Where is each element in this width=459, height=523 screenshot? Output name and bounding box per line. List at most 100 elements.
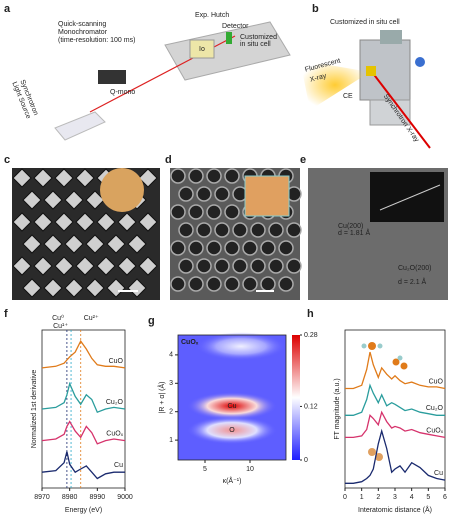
series-line xyxy=(41,381,126,414)
series-label: Cu₂O xyxy=(426,405,444,412)
text: Customized in situ cell xyxy=(330,19,400,26)
text: X-ray xyxy=(309,72,327,83)
x-tick-label: 8990 xyxy=(90,494,106,501)
nanocube xyxy=(138,256,158,276)
x-tick-label: 6 xyxy=(443,494,447,501)
text: Exp. Hutch xyxy=(195,12,229,19)
nanocube xyxy=(106,234,126,254)
nanocube xyxy=(54,168,74,188)
text: Cu(200) xyxy=(338,223,363,230)
y-tick-label: 2 xyxy=(169,409,173,416)
nanoshell xyxy=(224,276,240,292)
text: d = 2.1 Å xyxy=(398,277,427,286)
series-line xyxy=(41,451,125,480)
colorbar-tick-label: 0.12 xyxy=(304,403,318,410)
series-label: Cu xyxy=(434,470,443,477)
panel-label: c xyxy=(4,154,10,166)
nanocube xyxy=(96,212,116,232)
nanoshell xyxy=(170,204,186,220)
nanoshell xyxy=(188,276,204,292)
nanocube xyxy=(22,234,42,254)
nanoshell xyxy=(188,204,204,220)
text: Customized xyxy=(240,34,277,41)
nanoshell xyxy=(206,204,222,220)
nanocube xyxy=(75,212,95,232)
heat-feature xyxy=(187,416,277,445)
panel-c: c xyxy=(4,154,160,300)
plot-frame xyxy=(41,329,126,489)
marker-label: Cu¹⁺ xyxy=(53,323,68,330)
diffraction-streak xyxy=(379,184,441,211)
nanocube xyxy=(54,256,74,276)
panel-e: e Cu(200) d = 1.81 Å Cu₂O(200) d = 2.1 Å xyxy=(300,154,448,300)
panel-label: e xyxy=(300,154,306,166)
nanoshell xyxy=(242,240,258,256)
nanoshell xyxy=(188,168,204,184)
x-tick-label: 9000 xyxy=(117,494,133,501)
nanocube xyxy=(75,168,95,188)
y-axis-label: Normalized 1st derivative xyxy=(31,370,38,449)
nanocube xyxy=(33,256,53,276)
nanoshell xyxy=(260,276,276,292)
h-atoms xyxy=(361,342,408,461)
x-tick-label: 1 xyxy=(360,494,364,501)
nanocube xyxy=(33,168,53,188)
marker-label: Cu²⁺ xyxy=(84,315,99,322)
cell-box xyxy=(226,32,232,44)
series-line xyxy=(345,351,446,390)
nanocube xyxy=(12,168,32,188)
x-tick-label: 2 xyxy=(376,494,380,501)
nanocube xyxy=(43,234,63,254)
diffraction-inset xyxy=(370,172,444,222)
panel-label: h xyxy=(307,308,314,320)
nanoshell xyxy=(170,276,186,292)
marker-label: Cu⁰ xyxy=(52,314,64,322)
nanoshell xyxy=(278,276,294,292)
nanoshell xyxy=(224,240,240,256)
nanocube xyxy=(64,278,84,298)
text: Io xyxy=(199,46,205,53)
fluor-beam xyxy=(300,60,370,110)
heat-feature xyxy=(196,332,286,361)
nanocube xyxy=(85,190,105,210)
nanocube xyxy=(96,256,116,276)
x-axis-label: Interatomic distance (Å) xyxy=(358,505,432,514)
text: CE xyxy=(343,93,353,100)
plot-frame xyxy=(177,334,287,461)
series-label: Cu xyxy=(114,462,123,469)
series-line xyxy=(345,383,445,416)
nanoshell xyxy=(206,168,222,184)
nanocube xyxy=(117,256,137,276)
nanoshell xyxy=(224,204,240,220)
heat-feature xyxy=(187,392,277,421)
io-box xyxy=(189,39,215,59)
nanocube xyxy=(138,212,158,232)
nanoshell xyxy=(178,186,194,202)
text: in situ cell xyxy=(240,41,271,48)
text: Monochromator xyxy=(58,29,108,36)
nanoshell xyxy=(260,240,276,256)
nanocube xyxy=(22,278,42,298)
y-tick-label: 1 xyxy=(169,437,173,444)
nanoshell xyxy=(196,222,212,238)
text: Cu₂O(200) xyxy=(398,265,431,272)
x-tick-label: 4 xyxy=(410,494,414,501)
panel-label: d xyxy=(165,154,172,166)
nanoshell xyxy=(214,258,230,274)
source xyxy=(54,111,106,141)
nanocube xyxy=(43,278,63,298)
nanocube xyxy=(43,190,63,210)
nanocube xyxy=(85,278,105,298)
panel-a: a Quick-scanning Monochromator (time-res… xyxy=(4,3,291,141)
nanoshell xyxy=(286,222,302,238)
nanoshell xyxy=(286,258,302,274)
map-title: CuOₓ xyxy=(181,339,199,346)
x-axis-label: Energy (eV) xyxy=(65,507,102,514)
series-line xyxy=(345,428,446,484)
nanocube xyxy=(138,168,158,188)
nanocube xyxy=(117,212,137,232)
x-tick-label: 8970 xyxy=(34,494,50,501)
particle-model xyxy=(100,168,144,212)
nanoshell xyxy=(196,186,212,202)
